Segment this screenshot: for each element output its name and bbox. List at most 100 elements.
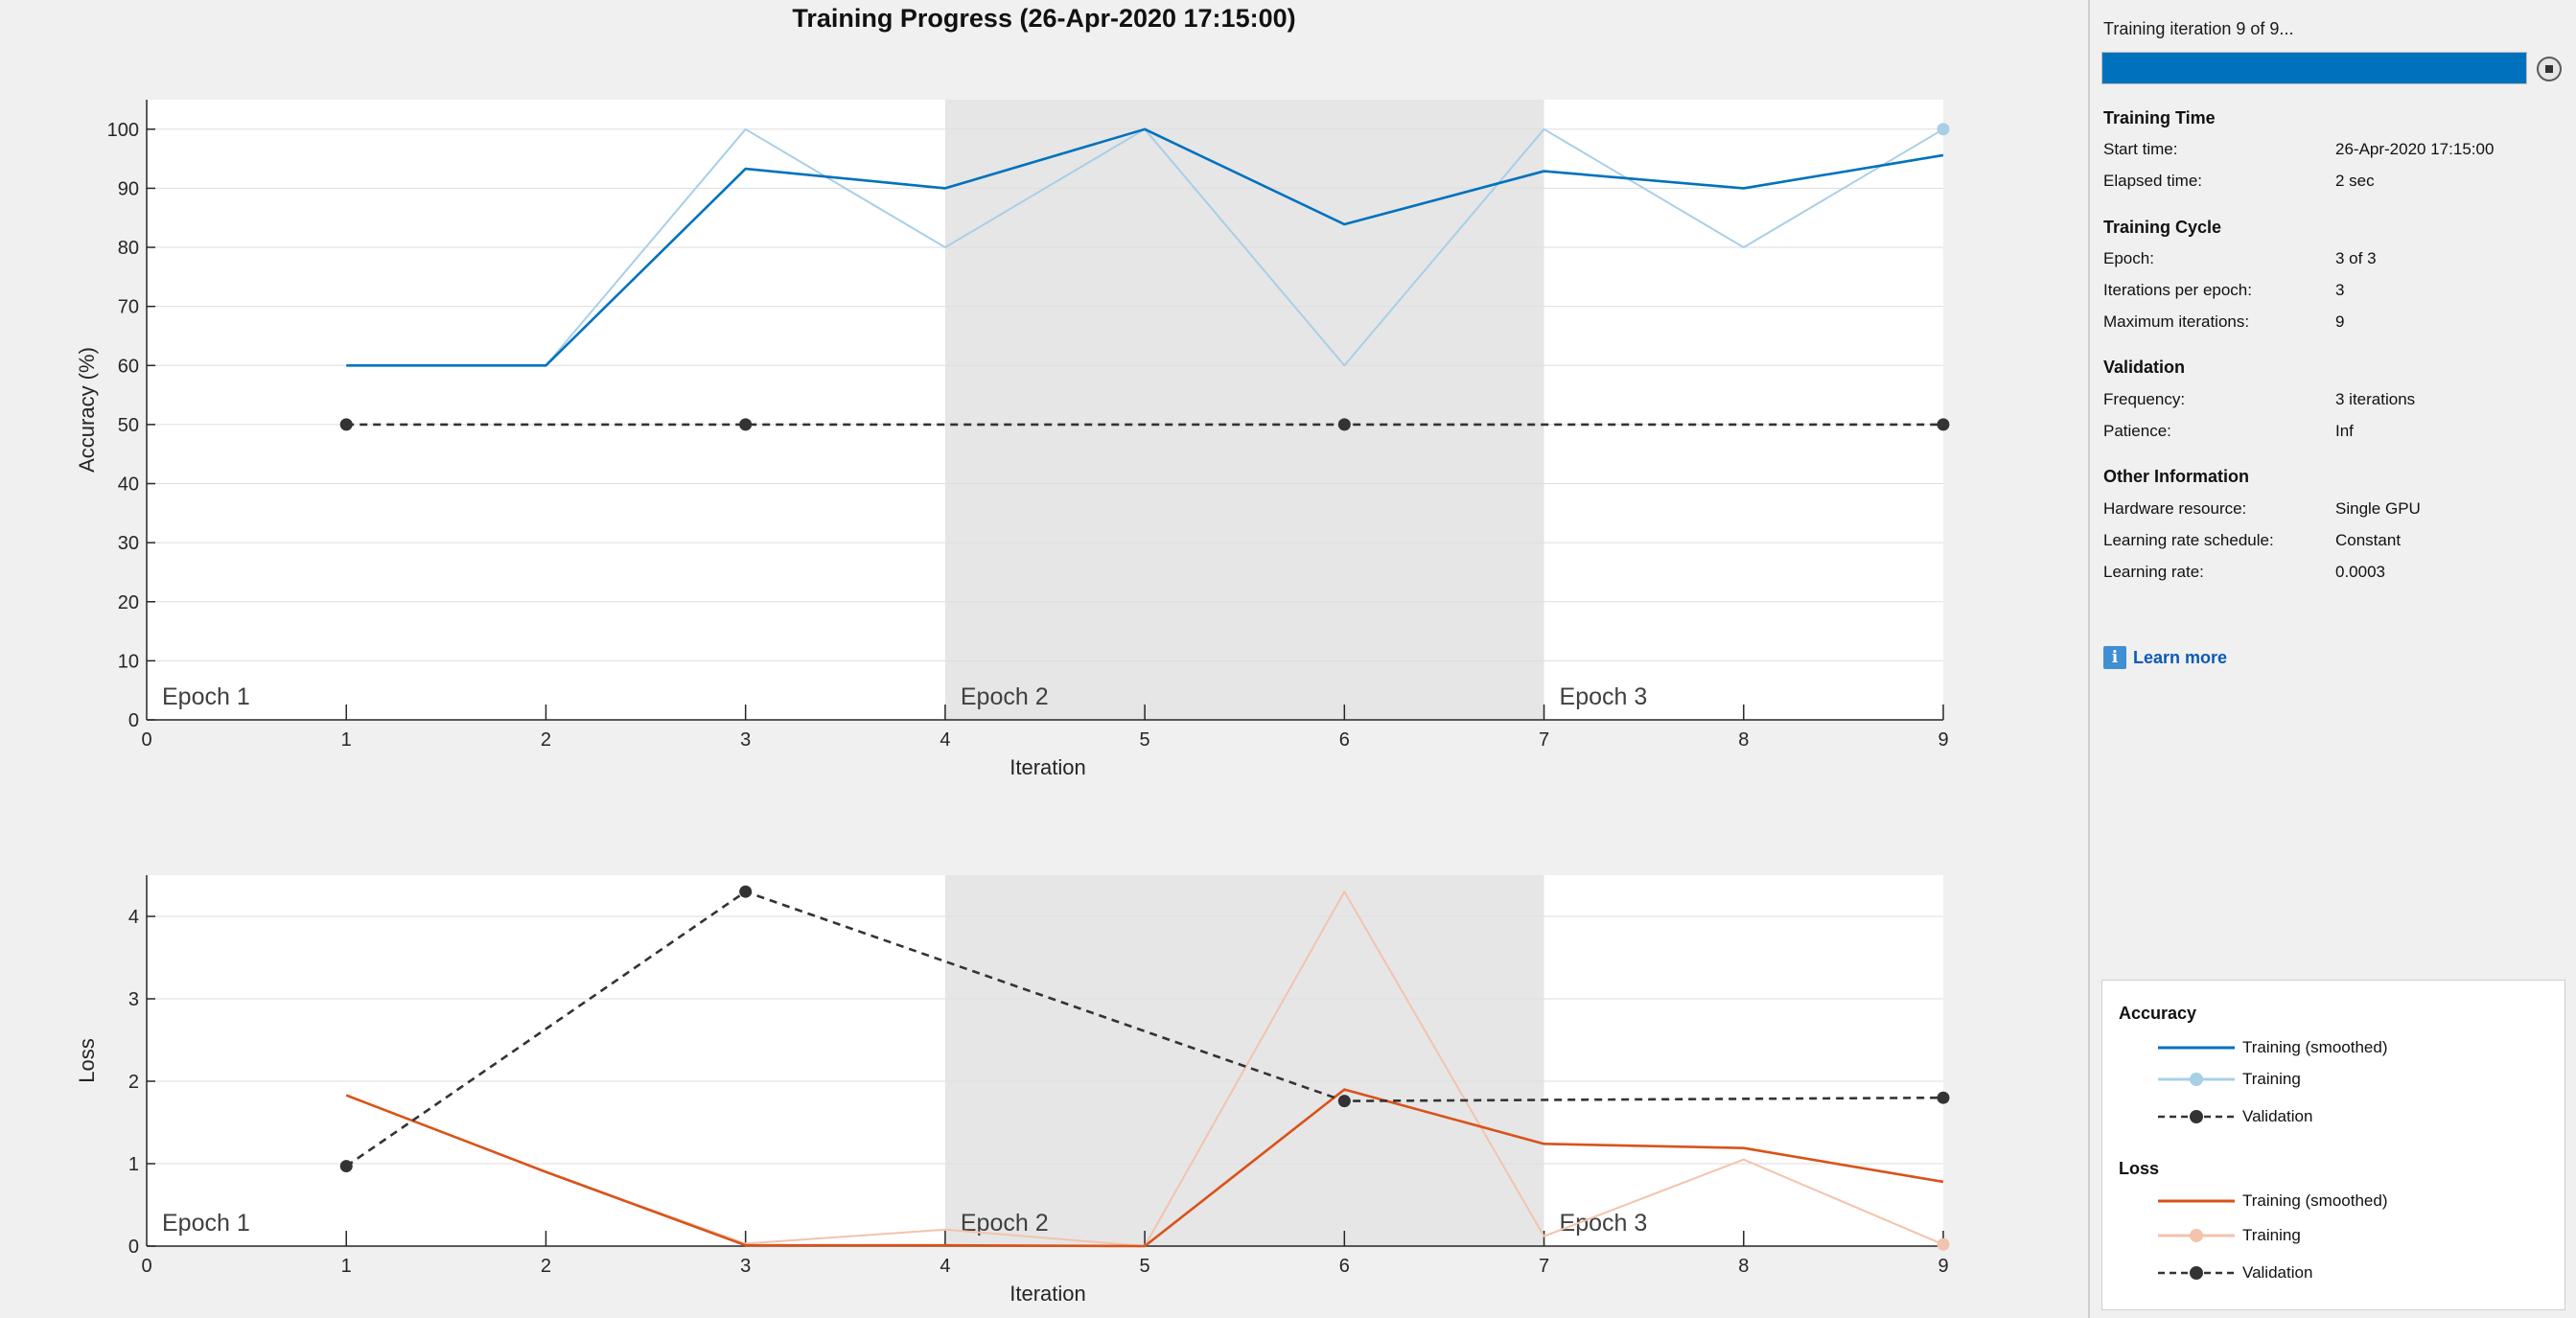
loss-x-tick-label: 5	[1140, 1256, 1150, 1277]
accuracy-x-tick-label: 9	[1938, 729, 1948, 751]
maximum-iterations-value: 9	[2335, 312, 2345, 331]
accuracy-x-tick-label: 4	[940, 729, 950, 751]
accuracy-y-tick-label: 80	[118, 238, 139, 259]
section-title-other-information: Other Information	[2103, 467, 2249, 486]
frequency-value: 3 iterations	[2335, 390, 2416, 408]
progress-bar-fill	[2102, 53, 2526, 83]
loss-validation-point	[739, 885, 753, 898]
stop-training-button[interactable]	[2537, 57, 2562, 81]
legend-swatch-acc-validation	[2158, 1110, 2235, 1123]
start-time-label: Start time:	[2103, 140, 2178, 158]
legend-swatch-loss-smoothed	[2158, 1199, 2235, 1203]
learning-rate-label: Learning rate:	[2103, 563, 2204, 581]
loss-y-tick-label: 2	[128, 1072, 139, 1093]
elapsed-time-value: 2 sec	[2335, 172, 2375, 190]
accuracy-y-tick-label: 90	[118, 178, 139, 199]
patience-label: Patience:	[2103, 422, 2171, 440]
frequency-label: Frequency:	[2103, 390, 2186, 408]
loss-x-tick-label: 1	[341, 1256, 352, 1277]
legend-title-loss: Loss	[2119, 1159, 2160, 1178]
accuracy-x-tick-label: 2	[541, 729, 551, 751]
loss-epoch-band-2	[944, 875, 1544, 1246]
info-icon: i	[2103, 646, 2126, 669]
loss-x-tick-label: 7	[1539, 1256, 1549, 1277]
training-plots: Training Progress (26-Apr-2020 17:15:00)…	[75, 4, 1950, 1306]
iterations-per-epoch-value: 3	[2335, 281, 2345, 299]
loss-x-tick-label: 8	[1738, 1256, 1749, 1277]
learning-rate-schedule-value: Constant	[2335, 531, 2402, 549]
hardware-resource-value: Single GPU	[2335, 499, 2421, 518]
accuracy-training-last-point	[1937, 123, 1950, 136]
accuracy-validation-point	[1937, 418, 1950, 431]
loss-y-tick-label: 4	[128, 907, 139, 928]
accuracy-y-tick-label: 30	[118, 533, 139, 554]
learning-rate-value: 0.0003	[2335, 563, 2385, 581]
progress-bar	[2101, 52, 2527, 84]
loss-x-tick-label: 4	[940, 1256, 950, 1277]
accuracy-y-tick-label: 100	[107, 120, 139, 141]
accuracy-y-tick-label: 10	[118, 651, 139, 672]
loss-y-tick-label: 1	[128, 1154, 139, 1175]
epoch-label: Epoch:	[2103, 249, 2154, 267]
loss-series-training-smoothed	[345, 1088, 1944, 1248]
accuracy-x-tick-label: 3	[740, 729, 751, 751]
legend-swatch-loss-training	[2158, 1229, 2235, 1242]
loss-epoch-label-1: Epoch 1	[162, 1210, 250, 1237]
plots-area: Training Progress (26-Apr-2020 17:15:00)…	[75, 4, 1950, 1306]
legend-swatch-acc-smoothed	[2158, 1046, 2235, 1050]
accuracy-x-axis-label: Iteration	[1010, 755, 1086, 779]
patience-value: Inf	[2335, 422, 2354, 440]
learning-rate-schedule-label: Learning rate schedule:	[2103, 531, 2274, 549]
info-sidebar: Training iteration 9 of 9... Training Ti…	[2088, 0, 2576, 1318]
accuracy-y-tick-label: 20	[118, 592, 139, 613]
accuracy-validation-point	[739, 418, 753, 431]
legend: Accuracy Training (smoothed) Training Va…	[2101, 980, 2565, 1310]
accuracy-y-axis-label: Accuracy (%)	[75, 347, 99, 473]
accuracy-x-tick-label: 0	[141, 729, 151, 751]
loss-validation-point	[1937, 1091, 1950, 1104]
legend-label-loss-validation: Validation	[2242, 1263, 2313, 1282]
loss-y-axis-label: Loss	[75, 1038, 99, 1082]
accuracy-y-tick-label: 60	[118, 356, 139, 377]
loss-validation-point	[339, 1160, 353, 1173]
accuracy-y-tick-label: 50	[118, 415, 139, 436]
section-title-training-cycle: Training Cycle	[2103, 218, 2222, 237]
accuracy-series-training-smoothed	[346, 127, 1944, 367]
loss-x-axis-label: Iteration	[1010, 1282, 1086, 1306]
accuracy-x-tick-label: 7	[1539, 729, 1549, 751]
figure-title: Training Progress (26-Apr-2020 17:15:00)	[792, 4, 1295, 33]
epoch-value: 3 of 3	[2335, 249, 2377, 267]
loss-x-tick-label: 0	[141, 1256, 151, 1277]
section-title-training-time: Training Time	[2103, 108, 2216, 127]
accuracy-epoch-label-1: Epoch 1	[162, 683, 250, 710]
loss-x-tick-label: 3	[740, 1256, 751, 1277]
legend-label-acc-smoothed: Training (smoothed)	[2242, 1038, 2388, 1056]
accuracy-x-tick-label: 8	[1738, 729, 1749, 751]
loss-x-tick-label: 6	[1339, 1256, 1350, 1277]
loss-y-tick-label: 3	[128, 989, 139, 1010]
accuracy-x-tick-label: 1	[341, 729, 352, 751]
loss-x-tick-label: 9	[1938, 1256, 1948, 1277]
legend-label-loss-smoothed: Training (smoothed)	[2242, 1191, 2388, 1210]
accuracy-validation-point	[1337, 418, 1351, 431]
accuracy-y-tick-label: 40	[118, 474, 139, 496]
accuracy-x-tick-label: 5	[1140, 729, 1150, 751]
maximum-iterations-label: Maximum iterations:	[2103, 312, 2250, 331]
legend-label-acc-validation: Validation	[2242, 1107, 2313, 1125]
legend-label-loss-training: Training	[2242, 1226, 2301, 1244]
legend-swatch-loss-validation	[2158, 1266, 2235, 1280]
accuracy-epoch-label-2: Epoch 2	[961, 683, 1049, 710]
accuracy-epoch-label-3: Epoch 3	[1560, 683, 1648, 710]
accuracy-x-tick-label: 6	[1339, 729, 1350, 751]
loss-series-validation	[345, 890, 1944, 1168]
start-time-value: 26-Apr-2020 17:15:00	[2335, 140, 2495, 158]
loss-validation-point	[1337, 1095, 1351, 1108]
learn-more-label: Learn more	[2133, 647, 2228, 667]
learn-more-link[interactable]: i Learn more	[2103, 644, 2227, 671]
loss-training-last-point	[1937, 1237, 1950, 1251]
loss-x-tick-label: 2	[541, 1256, 551, 1277]
iterations-per-epoch-label: Iterations per epoch:	[2103, 281, 2252, 299]
training-status-text: Training iteration 9 of 9...	[2103, 19, 2294, 38]
